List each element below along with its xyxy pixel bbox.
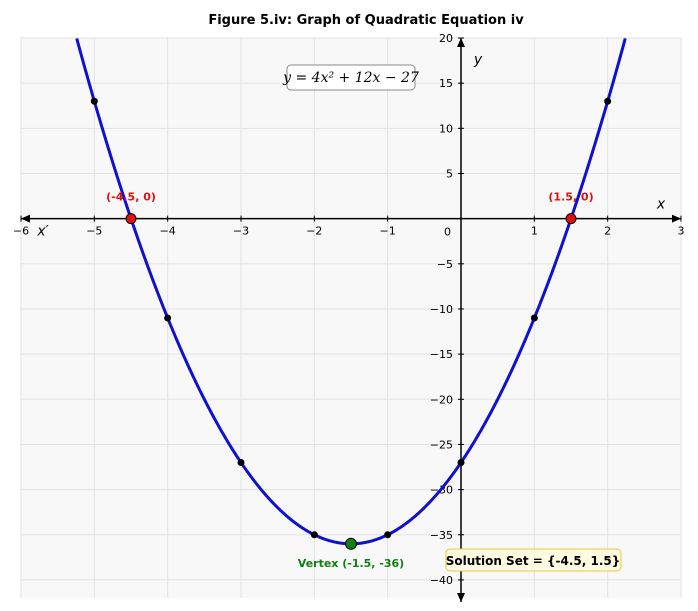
solution-set-box: Solution Set = {-4.5, 1.5} [445,548,622,572]
y-tick-label: −15 [430,348,453,361]
root-label: (1.5, 0) [548,191,593,204]
x-axis-neg-label: x′ [36,224,49,240]
y-tick-label: −25 [430,438,453,451]
x-axis-arrow-left [21,214,30,223]
data-point [310,531,318,539]
y-axis-arrow-top [457,38,465,47]
equation-label: y = 4x² + 12x − 27 [282,70,419,86]
vertex-label: Vertex (-1.5, -36) [298,557,404,570]
y-tick-label: 15 [439,77,453,90]
data-point [90,97,98,105]
x-tick-label: −4 [160,225,176,238]
y-axis-label: y [473,52,483,68]
special-points: (-4.5, 0) (1.5, 0) Vertex (-1.5, -36) [106,191,593,570]
data-point [604,97,612,105]
root-point [125,213,137,225]
x-tick-label: −5 [86,225,102,238]
data-point [530,314,538,322]
plot-area [21,38,681,598]
x-tick-label: −2 [306,225,322,238]
y-tick-label: −20 [430,393,453,406]
y-tick-label: 20 [439,32,453,45]
data-point [237,459,245,467]
y-tick-label: 5 [446,167,453,180]
root-label: (-4.5, 0) [106,191,156,204]
tick-labels: −6 −5 −4 −3 −2 −1 1 2 3−40−35−30−25−20−15−10−551… [13,32,685,587]
x-tick-label: −6 [13,225,29,238]
x-tick-label: −1 [380,225,396,238]
data-points [90,97,612,539]
x-tick-label: 3 [678,225,685,238]
x-axis-arrow-right [672,214,681,223]
y-tick-label: −40 [430,574,453,587]
x-tick-label: 2 [604,225,611,238]
vertex-point [345,537,357,550]
y-tick-label: −35 [430,529,453,542]
origin-label: 0 [444,226,451,239]
data-point [164,314,172,322]
solution-set-label: Solution Set = {-4.5, 1.5} [446,554,621,568]
data-point [457,459,465,467]
chart-title: Figure 5.iv: Graph of Quadratic Equation… [208,13,524,28]
x-tick-label: −3 [233,225,249,238]
y-tick-label: 10 [439,122,453,135]
x-axis-label: x [656,197,666,213]
y-axis-arrow-bottom [457,593,465,602]
equation-box: y = 4x² + 12x − 27 [282,64,419,91]
data-point [384,531,392,539]
root-point [565,213,577,225]
y-tick-label: −5 [437,258,453,271]
x-tick-label: 1 [531,225,538,238]
y-tick-label: −10 [430,303,453,316]
